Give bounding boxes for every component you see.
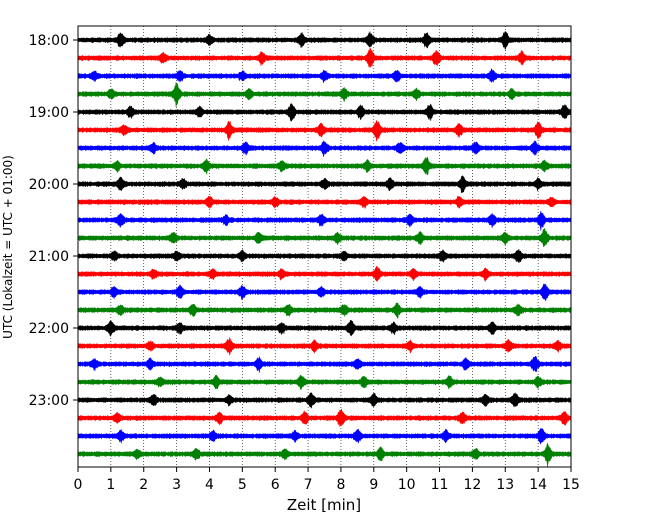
x-tick-label: 14 xyxy=(529,477,547,493)
y-tick-label: 18:00 xyxy=(29,33,69,49)
x-axis-ticks: 0 1 2 3 4 5 6 7 8 9 10 11 12 13 14 15 xyxy=(74,467,580,493)
x-tick-label: 8 xyxy=(336,477,345,493)
x-tick-label: 2 xyxy=(139,477,148,493)
x-tick-label: 6 xyxy=(271,477,280,493)
plot-frame xyxy=(77,25,572,468)
x-tick-label: 11 xyxy=(431,477,449,493)
x-tick-label: 12 xyxy=(463,477,481,493)
x-tick-label: 9 xyxy=(369,477,378,493)
x-tick-label: 4 xyxy=(205,477,214,493)
x-tick-label: 5 xyxy=(238,477,247,493)
x-tick-label: 10 xyxy=(398,477,416,493)
x-axis-label: Zeit [min] xyxy=(287,496,361,514)
x-tick-label: 3 xyxy=(172,477,181,493)
y-tick-label: 19:00 xyxy=(29,105,69,121)
x-tick-label: 1 xyxy=(106,477,115,493)
y-axis-label: UTC (Lokalzeit = UTC + 01:00) xyxy=(1,155,15,339)
x-tick-label: 13 xyxy=(496,477,514,493)
y-tick-label: 23:00 xyxy=(29,393,69,409)
y-axis-ticks: 18:00 19:00 20:00 21:00 22:00 23:00 xyxy=(29,33,78,409)
y-tick-label: 22:00 xyxy=(29,321,69,337)
x-tick-label: 7 xyxy=(304,477,313,493)
y-tick-label: 21:00 xyxy=(29,249,69,265)
x-tick-label: 15 xyxy=(562,477,580,493)
x-tick-label: 0 xyxy=(74,477,83,493)
y-tick-label: 20:00 xyxy=(29,177,69,193)
